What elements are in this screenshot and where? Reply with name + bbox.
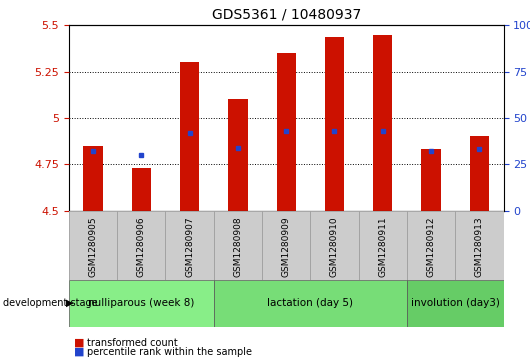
- Bar: [373, 34, 392, 211]
- Text: GSM1280913: GSM1280913: [475, 216, 484, 277]
- Bar: [325, 37, 344, 211]
- Bar: [214, 211, 262, 280]
- Bar: [214, 280, 407, 327]
- Bar: [455, 211, 503, 280]
- Bar: [470, 136, 489, 211]
- Bar: [83, 146, 103, 211]
- Bar: [277, 53, 296, 211]
- Bar: [117, 211, 165, 280]
- Text: GSM1280911: GSM1280911: [378, 216, 387, 277]
- Text: ▶: ▶: [66, 298, 73, 308]
- Bar: [131, 168, 151, 211]
- Bar: [421, 150, 441, 211]
- Bar: [69, 280, 214, 327]
- Text: GSM1280907: GSM1280907: [185, 216, 194, 277]
- Text: nulliparous (week 8): nulliparous (week 8): [88, 298, 195, 308]
- Bar: [69, 211, 117, 280]
- Text: GSM1280906: GSM1280906: [137, 216, 146, 277]
- Text: percentile rank within the sample: percentile rank within the sample: [87, 347, 252, 357]
- Text: lactation (day 5): lactation (day 5): [267, 298, 354, 308]
- Bar: [228, 99, 248, 211]
- Bar: [165, 211, 214, 280]
- Text: ■: ■: [74, 338, 85, 348]
- Text: GSM1280909: GSM1280909: [282, 216, 290, 277]
- Text: involution (day3): involution (day3): [411, 298, 500, 308]
- Text: GSM1280910: GSM1280910: [330, 216, 339, 277]
- Bar: [407, 211, 455, 280]
- Text: GSM1280905: GSM1280905: [89, 216, 98, 277]
- Text: development stage: development stage: [3, 298, 98, 308]
- Bar: [262, 211, 311, 280]
- Bar: [180, 62, 199, 211]
- Title: GDS5361 / 10480937: GDS5361 / 10480937: [211, 8, 361, 21]
- Text: GSM1280912: GSM1280912: [427, 216, 436, 277]
- Text: GSM1280908: GSM1280908: [233, 216, 242, 277]
- Text: ■: ■: [74, 347, 85, 357]
- Bar: [359, 211, 407, 280]
- Bar: [407, 280, 504, 327]
- Text: transformed count: transformed count: [87, 338, 178, 348]
- Bar: [311, 211, 359, 280]
